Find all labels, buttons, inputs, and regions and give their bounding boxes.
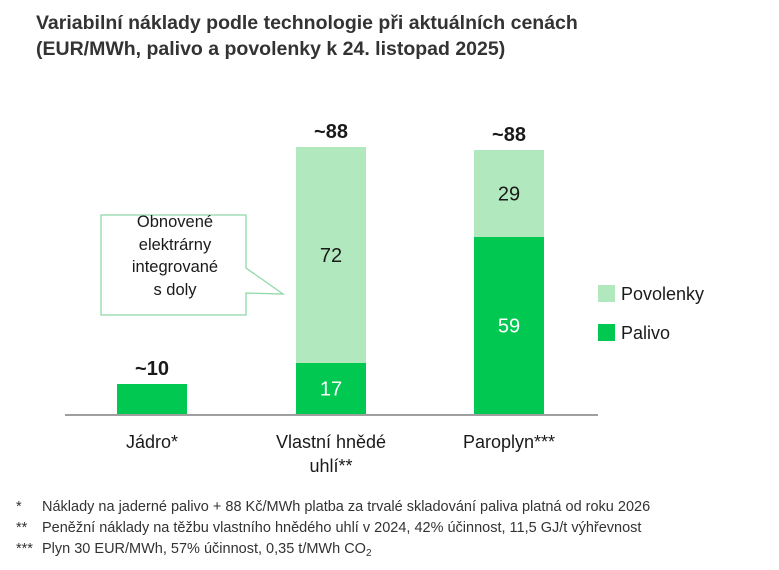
bar-total-label: ~88 [314, 121, 348, 143]
footnote: * Náklady na jaderné palivo + 88 Kč/MWh … [16, 497, 776, 518]
bar-value-label: 72 [320, 245, 342, 267]
footnote: *** Plyn 30 EUR/MWh, 57% účinnost, 0,35 … [16, 539, 776, 560]
legend-swatch [598, 324, 615, 341]
category-label: Jádro* [126, 432, 178, 452]
legend-label: Povolenky [621, 284, 704, 304]
bar-value-label: 29 [498, 184, 520, 206]
callout [100, 214, 286, 316]
callout-line: integrované [131, 258, 219, 276]
callout-bubble [100, 214, 286, 316]
footnotes: * Náklady na jaderné palivo + 88 Kč/MWh … [16, 497, 776, 560]
bars [65, 147, 598, 416]
footnote: ** Peněžní náklady na těžbu vlastního hn… [16, 518, 776, 539]
footnote-text: Náklady na jaderné palivo + 88 Kč/MWh pl… [42, 499, 651, 515]
bar-total-label: ~88 [492, 124, 526, 146]
footnote-text-wrap: Plyn 30 EUR/MWh, 57% účinnost, 0,35 t/MW… [42, 539, 372, 564]
bar-segment-palivo [296, 363, 366, 414]
bar-segment-palivo [474, 237, 544, 414]
bar-value-label: 17 [320, 379, 342, 401]
stacked-bar-chart: ~10 Jádro* 17 72 ~88 Vlastní hnědé uhlí** 59 29 ~… [65, 121, 704, 476]
category-label: Vlastní hnědé [276, 432, 386, 452]
title-line-1: Variabilní náklady podle technologie při… [36, 12, 578, 34]
footnote-mark: *** [16, 541, 33, 557]
callout-text: Obnovené elektrárny integrované s doly [104, 211, 246, 301]
category-label: uhlí** [309, 456, 352, 476]
footnote-mark: * [16, 499, 22, 515]
bar-segment-palivo [117, 384, 187, 414]
legend: Povolenky Palivo [598, 284, 704, 343]
footnote-subscript: 2 [365, 548, 372, 559]
bar-segment-povolenky [474, 150, 544, 237]
bar-segment-povolenky [296, 147, 366, 363]
footnote-mark: ** [16, 520, 28, 536]
category-label: Paroplyn*** [463, 432, 555, 452]
chart-title: Variabilní náklady podle technologie při… [36, 10, 756, 62]
footnote-text: Plyn 30 EUR/MWh, 57% účinnost, 0,35 t/MW… [42, 541, 366, 557]
callout-line: s doly [153, 280, 197, 299]
bar-total-label: ~10 [135, 358, 169, 380]
title-line-2: (EUR/MWh, palivo a povolenky k 24. listo… [36, 38, 506, 60]
footnote-text: Peněžní náklady na těžbu vlastního hnědé… [42, 520, 642, 536]
legend-label: Palivo [621, 323, 670, 343]
callout-line: Obnovené [136, 213, 214, 231]
bar-value-label: 59 [498, 316, 520, 338]
labels: ~10 Jádro* 17 72 ~88 Vlastní hnědé uhlí** 59 29 ~… [126, 121, 555, 476]
callout-line: elektrárny [138, 235, 212, 254]
legend-swatch [598, 285, 615, 302]
